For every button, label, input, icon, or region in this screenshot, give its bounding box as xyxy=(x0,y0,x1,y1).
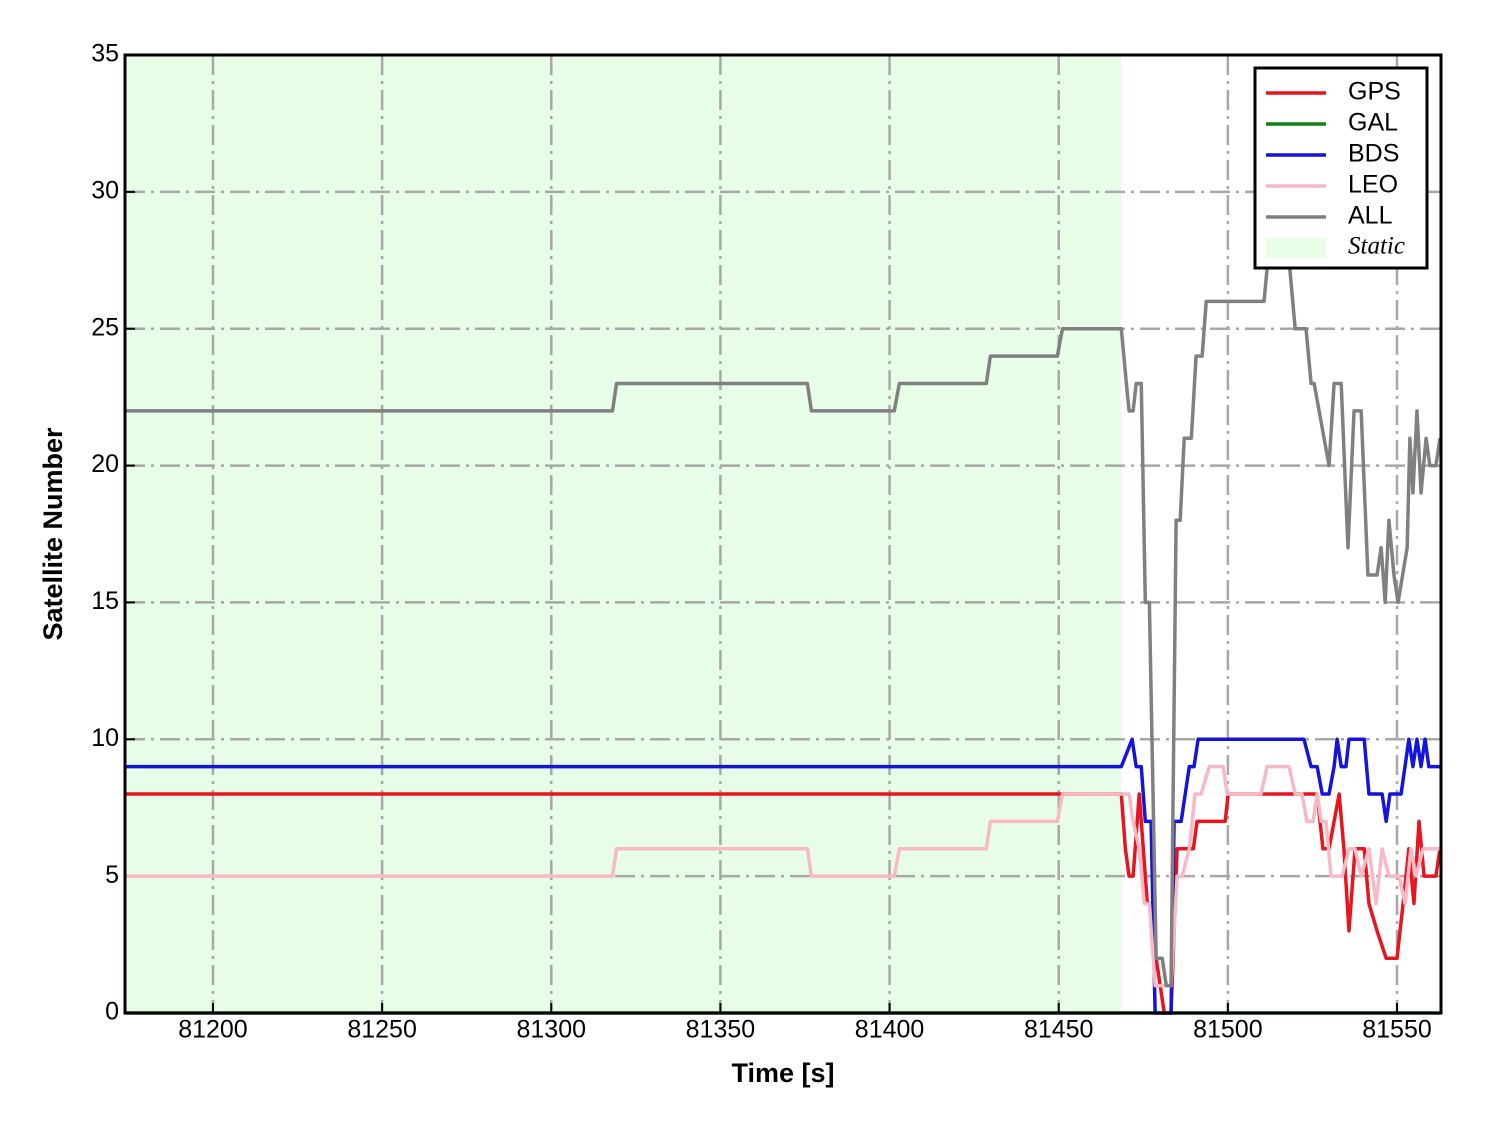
y-axis-label: Satellite Number xyxy=(38,427,68,641)
x-tick-label: 81500 xyxy=(1193,1016,1263,1044)
x-tick-label: 81350 xyxy=(686,1016,756,1044)
y-tick-label: 30 xyxy=(91,176,119,204)
legend-label: GAL xyxy=(1348,109,1398,137)
static-region xyxy=(125,55,1122,1013)
series-line xyxy=(125,764,1440,988)
legend-label: Static xyxy=(1348,233,1405,260)
y-tick-label: 35 xyxy=(91,40,119,68)
x-tick-label: 81250 xyxy=(347,1016,417,1044)
y-tick-label: 25 xyxy=(91,313,119,341)
legend: GPS GAL BDS LEO ALL Static xyxy=(1253,66,1429,270)
x-tick-label: 81200 xyxy=(178,1016,248,1044)
x-tick-label: 81400 xyxy=(855,1016,925,1044)
legend-label: LEO xyxy=(1348,171,1398,199)
x-tick-label: 81300 xyxy=(516,1016,586,1044)
y-tick-label: 10 xyxy=(91,724,119,752)
y-tick-label: 5 xyxy=(105,861,119,889)
legend-label: ALL xyxy=(1348,202,1393,230)
y-tick-label: 15 xyxy=(91,587,119,615)
x-tick-label: 81550 xyxy=(1362,1016,1432,1044)
y-tick-label: 20 xyxy=(91,450,119,478)
legend-label: BDS xyxy=(1348,140,1399,168)
legend-swatch xyxy=(1266,238,1326,258)
y-tick-label: 0 xyxy=(105,998,119,1026)
x-axis-label: Time [s] xyxy=(731,1058,834,1088)
legend-box xyxy=(1253,66,1429,270)
legend-label: GPS xyxy=(1348,78,1401,106)
x-tick-label: 81450 xyxy=(1024,1016,1094,1044)
series-line xyxy=(125,217,1442,988)
plot-frame xyxy=(123,53,1443,1015)
series-line xyxy=(125,737,1440,1015)
